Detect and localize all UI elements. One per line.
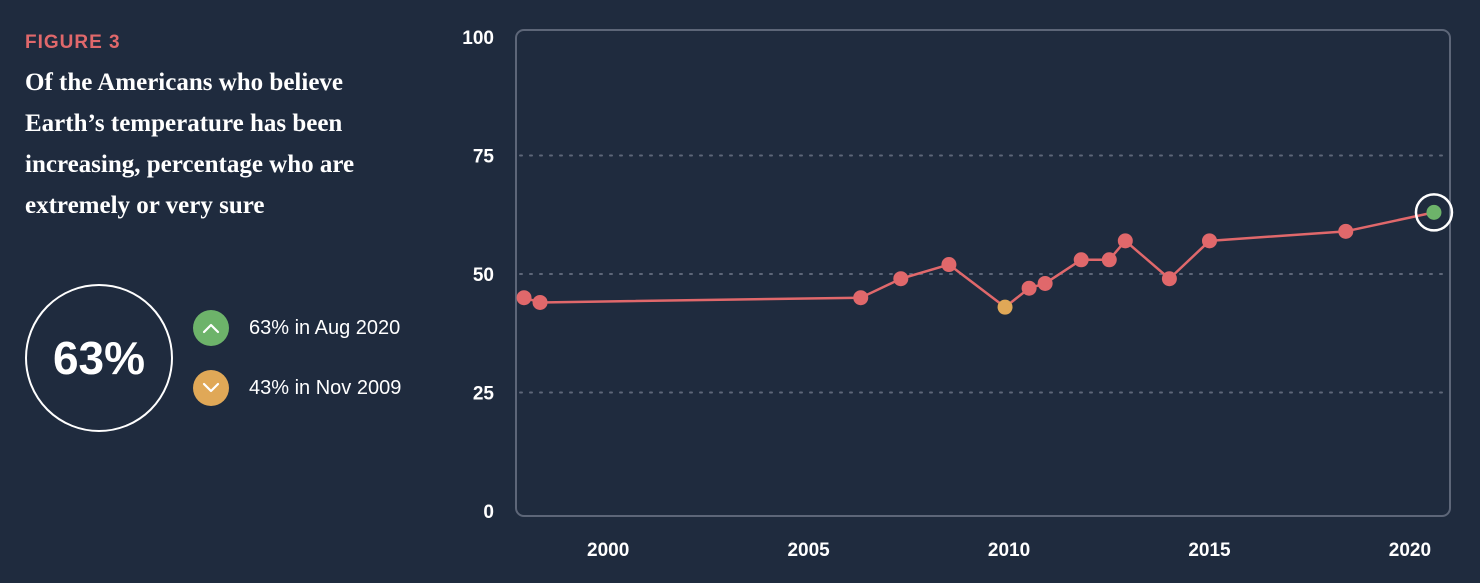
x-tick-label: 2000	[587, 540, 629, 561]
x-axis-ticks: 2000 2005 2010 2015 2020	[587, 540, 1431, 561]
max-point-ring	[1414, 193, 1454, 232]
x-tick-label: 2010	[988, 540, 1030, 561]
x-tick-label: 2020	[1389, 540, 1431, 561]
y-tick-label: 50	[473, 265, 494, 286]
data-point	[1117, 233, 1133, 249]
series-line	[523, 211, 1435, 309]
data-point	[1037, 275, 1053, 291]
data-point	[893, 271, 909, 287]
summary-panel: FIGURE 3 Of the Americans who believe Ea…	[25, 0, 445, 583]
data-point	[1201, 233, 1217, 249]
y-tick-label: 25	[473, 384, 495, 405]
data-point-max	[1426, 204, 1442, 220]
data-point	[853, 290, 869, 306]
series-layer	[516, 193, 1454, 315]
data-point	[1021, 280, 1037, 296]
gridlines	[519, 154, 1447, 394]
data-point-min	[997, 299, 1013, 315]
x-tick-label: 2015	[1188, 540, 1231, 561]
y-tick-label: 100	[462, 28, 494, 49]
headline-value: 63%	[52, 332, 146, 384]
low-stat: 43% in Nov 2009	[193, 370, 401, 406]
x-tick-label: 2005	[787, 540, 830, 561]
data-point	[1101, 252, 1117, 268]
high-stat: 63% in Aug 2020	[193, 310, 400, 346]
chevron-up-icon	[193, 310, 229, 346]
y-tick-label: 0	[483, 502, 494, 523]
y-axis-ticks: 0 25 50 75 100	[462, 28, 494, 523]
figure-title: Of the Americans who believe Earth’s tem…	[25, 69, 355, 219]
data-point	[1073, 252, 1089, 268]
y-tick-label: 75	[473, 147, 495, 168]
data-point	[941, 257, 957, 273]
chevron-down-icon	[193, 370, 229, 406]
low-stat-text: 43% in Nov 2009	[249, 376, 402, 399]
data-point	[516, 290, 532, 306]
high-stat-text: 63% in Aug 2020	[249, 316, 401, 339]
headline-circle: 63%	[25, 284, 173, 432]
figure-label: FIGURE 3	[25, 32, 121, 53]
data-point	[1338, 223, 1354, 239]
plot-frame	[515, 29, 1451, 517]
data-point	[532, 294, 548, 310]
data-point	[1161, 271, 1177, 287]
